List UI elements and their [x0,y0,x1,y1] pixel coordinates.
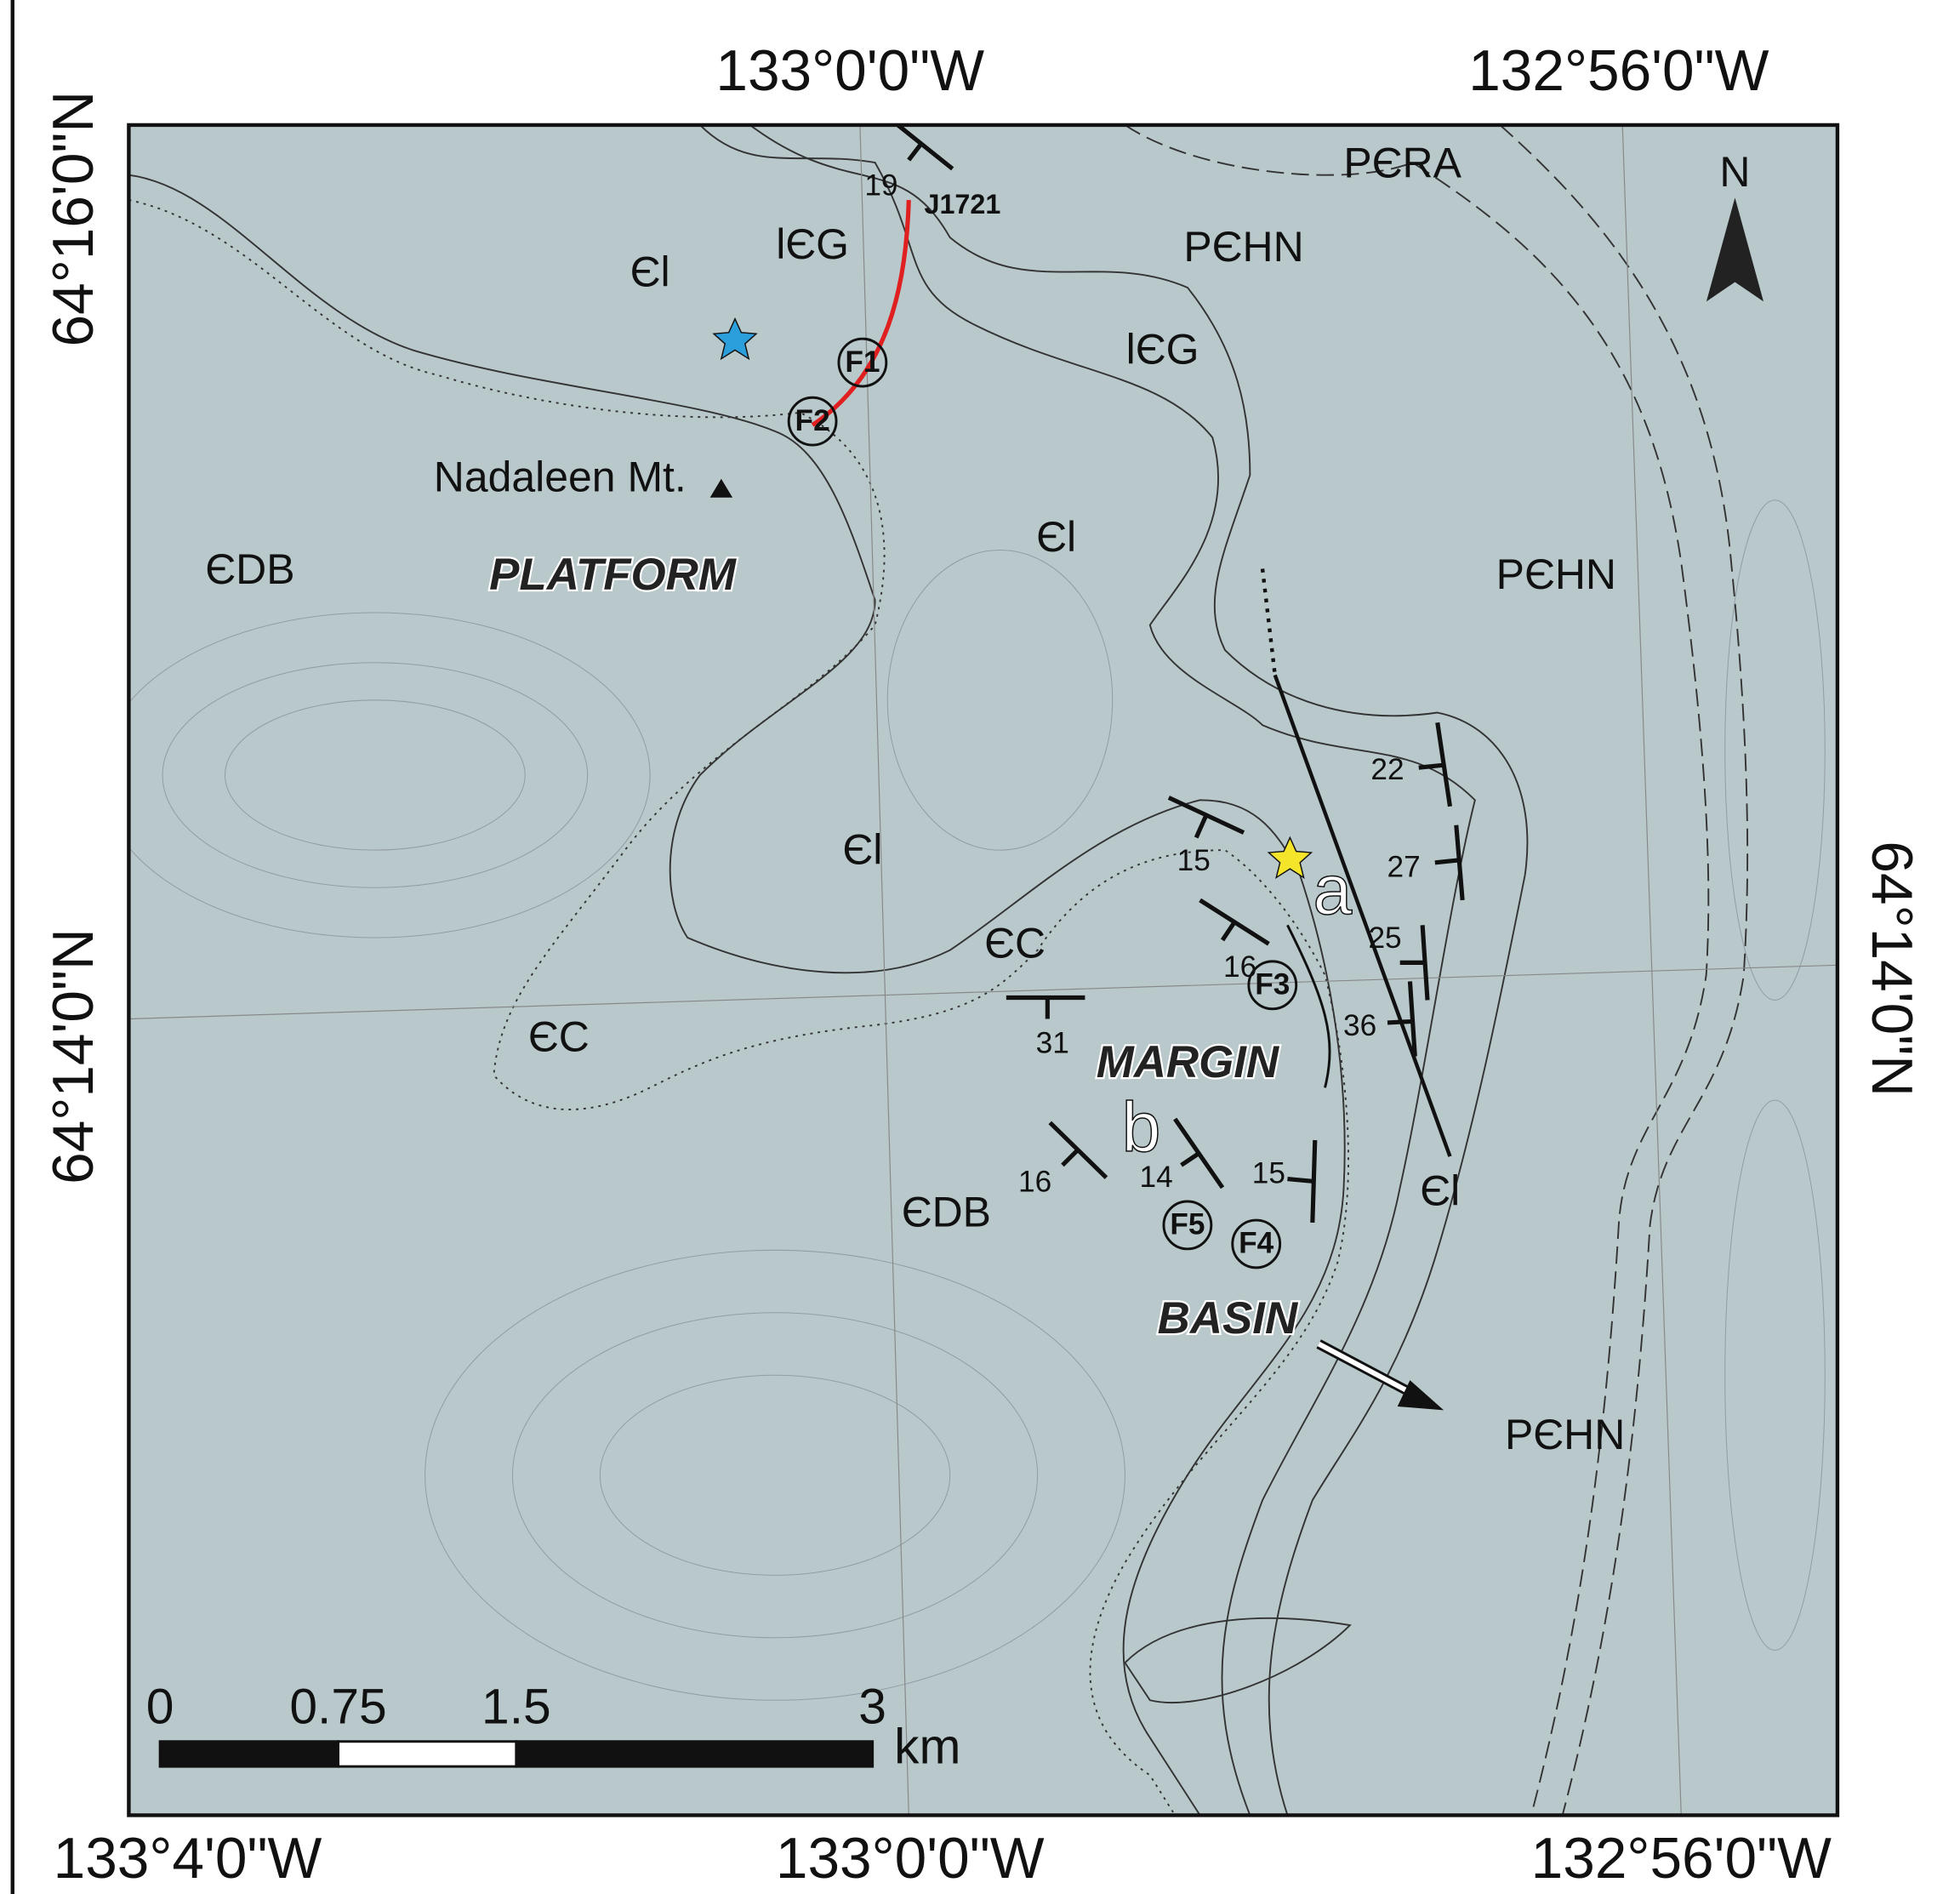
bottom-axis-label: 133°4'0"W [54,1827,322,1891]
dip-label: 16 [1223,950,1256,984]
photo-label: a [1313,852,1352,929]
unit-label: PЄHN [1505,1411,1625,1458]
unit-label: ЄDB [902,1188,991,1235]
fossil-label: F3 [1255,968,1290,1001]
unit-label: PЄRA [1343,140,1461,187]
unit-label: lЄG [776,220,849,268]
scale-tick-label: 0.75 [289,1680,386,1735]
bottom-axis-label: 132°56'0"W [1531,1827,1832,1891]
scale-segment [339,1742,516,1766]
unit-label: lЄG [1126,326,1199,374]
fossil-label: F5 [1170,1208,1205,1241]
dip-label: 31 [1036,1027,1069,1060]
region-label: PLATFORM [489,550,737,600]
scale-segment [516,1742,873,1766]
unit-label: ЄC [984,919,1046,967]
unit-label: Єl [630,248,670,295]
right-axis-label: 64°14'0"N [1860,841,1923,1097]
fossil-label: F2 [795,404,830,437]
section-label: J1721 [925,189,1001,220]
fossil-label: F4 [1239,1227,1274,1260]
unit-label: PЄHN [1496,551,1616,598]
top-axis-label: 133°0'0"W [715,39,984,103]
region-label: BASIN [1158,1293,1299,1343]
scale-tick-label: 1.5 [481,1680,551,1735]
dip-label: 16 [1018,1166,1051,1199]
dip-label: 19 [864,169,897,203]
top-axis-label: 132°56'0"W [1468,39,1769,103]
unit-cdb [128,125,1838,1816]
photo-label: b [1122,1089,1161,1167]
region-label: MARGIN [1097,1037,1280,1087]
unit-label: PЄHN [1183,223,1303,271]
unit-label: Єl [1420,1167,1460,1214]
left-axis-label: 64°14'0"N [42,928,105,1184]
map: 133°0'0"W 132°56'0"W 133°4'0"W 133°0'0"W… [0,0,1960,1894]
dip-label: 22 [1370,753,1404,786]
unit-label: Єl [1036,513,1076,561]
scale-tick-label: 3 [858,1680,886,1735]
dip-label: 14 [1140,1161,1173,1194]
place-label: Nadaleen Mt. [434,453,687,500]
north-label: N [1719,148,1750,196]
fossil-label: F1 [845,345,880,379]
scale-tick-label: 0 [146,1680,174,1735]
geology [100,119,1838,1816]
bottom-axis-label: 133°0'0"W [776,1827,1045,1891]
scale-unit: km [894,1720,960,1775]
dip-label: 25 [1368,921,1401,955]
scale-segment [160,1742,338,1766]
dip-label: 15 [1252,1156,1285,1189]
dip-label: 15 [1177,844,1211,877]
unit-label: Єl [842,825,882,873]
unit-label: ЄC [528,1013,590,1061]
left-axis-label: 64°16'0"N [42,91,105,347]
dip-label: 36 [1343,1009,1376,1042]
unit-label: ЄDB [205,545,294,593]
dip-label: 27 [1387,850,1420,883]
